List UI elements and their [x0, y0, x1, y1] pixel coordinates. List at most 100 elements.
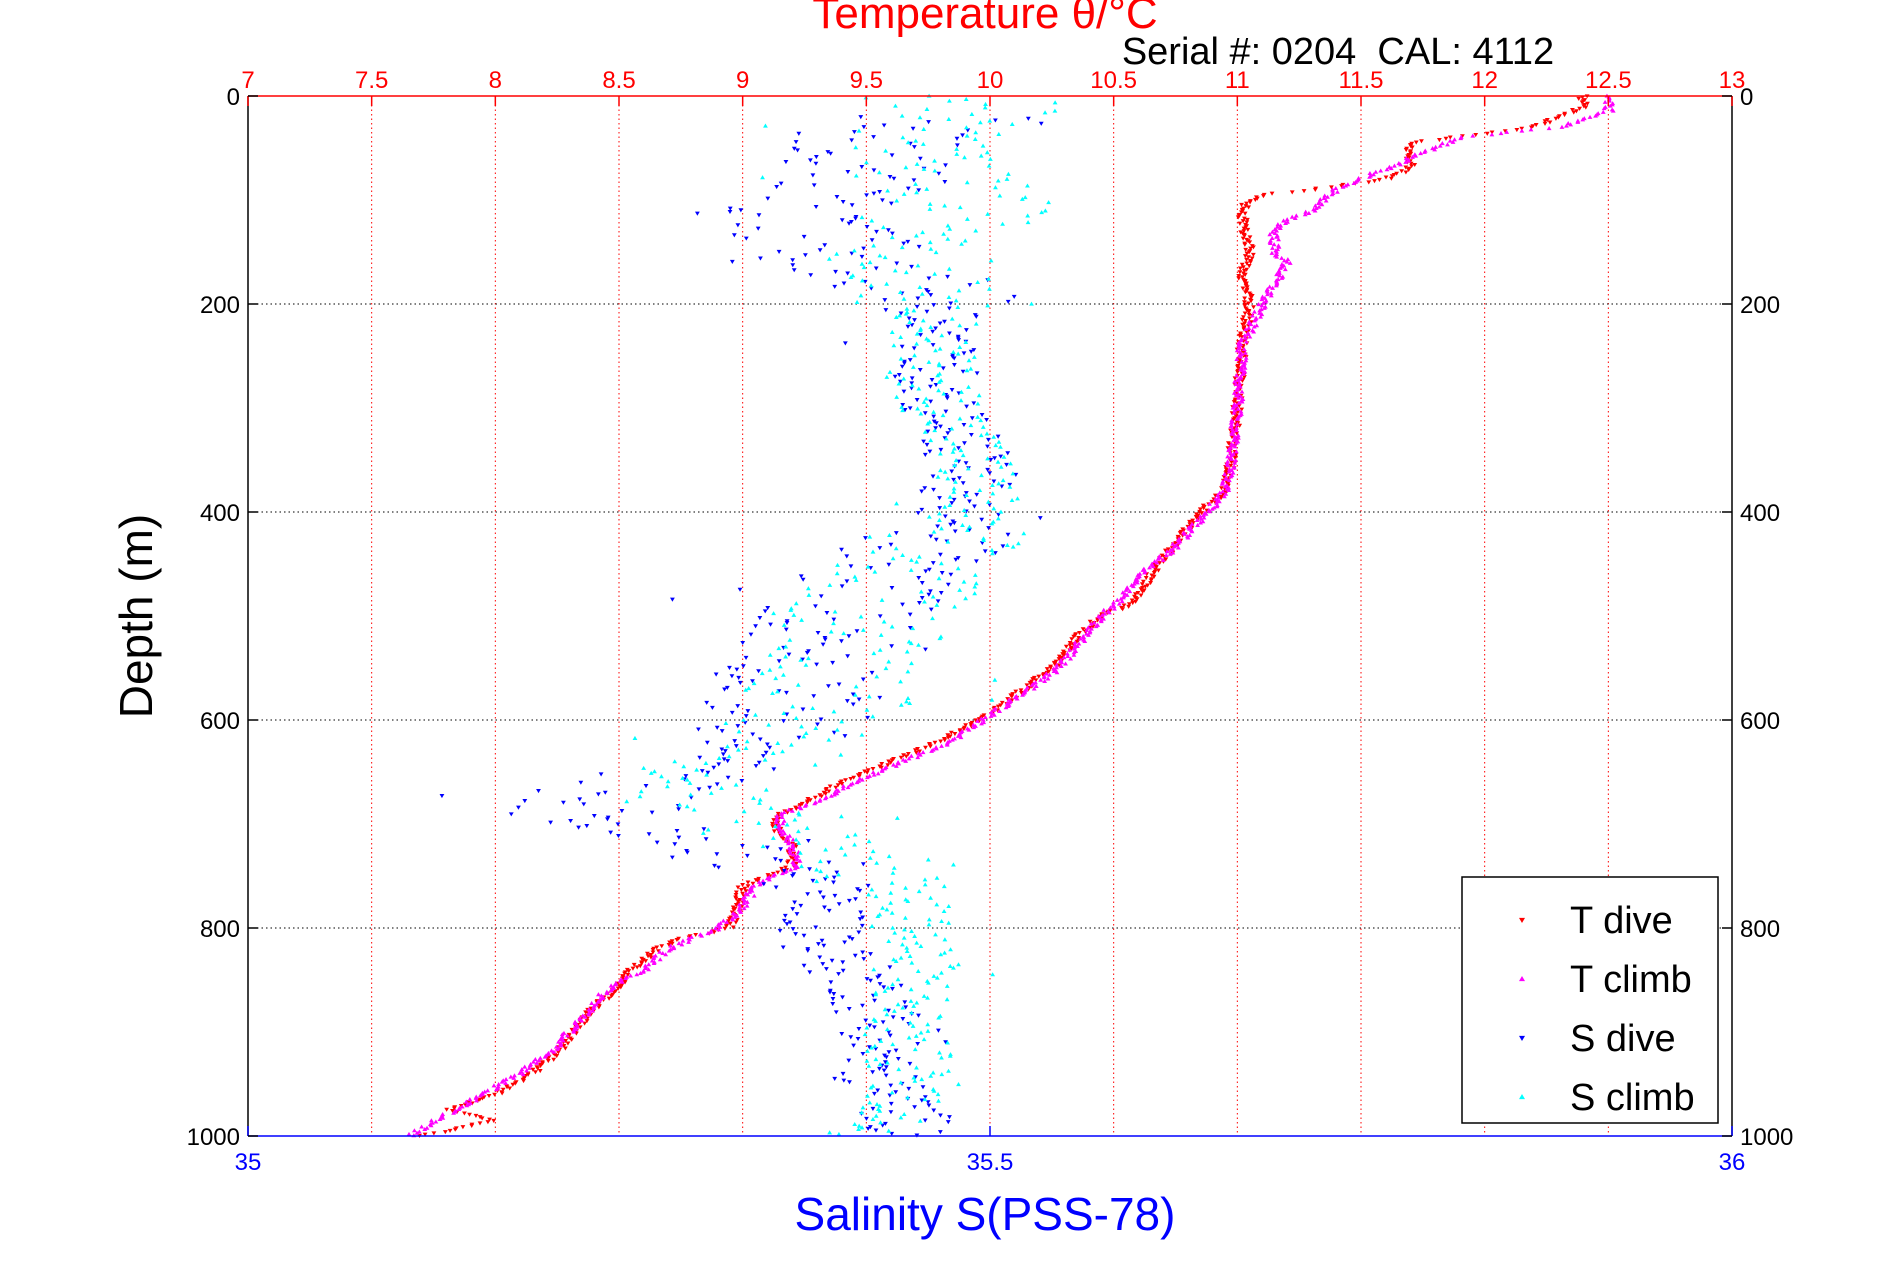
- data-point: [898, 755, 904, 760]
- data-point: [734, 918, 740, 923]
- data-point: [782, 913, 788, 918]
- data-point: [932, 428, 938, 433]
- data-point: [937, 506, 943, 511]
- data-point: [921, 993, 927, 998]
- data-point: [836, 682, 842, 687]
- data-point: [855, 887, 860, 892]
- data-point: [928, 384, 933, 389]
- data-point: [887, 532, 892, 537]
- data-point: [1278, 223, 1284, 228]
- data-point: [968, 423, 974, 428]
- data-point: [790, 873, 795, 878]
- data-point: [898, 334, 904, 339]
- data-point: [822, 637, 828, 642]
- data-point: [928, 607, 934, 612]
- data-point: [640, 957, 646, 963]
- data-point: [964, 180, 970, 185]
- data-point: [1080, 627, 1086, 632]
- data-point: [699, 769, 705, 774]
- data-point: [919, 1077, 925, 1082]
- data-point: [851, 775, 857, 780]
- data-point: [1244, 307, 1249, 312]
- data-point: [930, 329, 936, 334]
- data-point: [1601, 106, 1607, 111]
- data-point: [648, 770, 654, 775]
- data-point: [1222, 494, 1227, 499]
- data-point: [969, 416, 975, 421]
- data-point: [1238, 338, 1244, 343]
- data-point: [674, 937, 680, 943]
- data-point: [1112, 606, 1117, 611]
- data-point: [1243, 204, 1249, 209]
- data-point: [522, 1064, 528, 1069]
- data-point: [916, 576, 922, 581]
- data-point: [936, 1028, 941, 1033]
- data-point: [1088, 621, 1094, 626]
- data-point: [894, 394, 900, 399]
- data-point: [667, 940, 673, 945]
- data-point: [881, 225, 886, 230]
- data-point: [1245, 227, 1251, 232]
- data-point: [828, 151, 834, 156]
- data-point: [979, 721, 984, 726]
- data-point: [1135, 591, 1141, 596]
- data-point: [828, 629, 834, 634]
- temperature-tick-label: 8.5: [602, 67, 635, 94]
- data-point: [676, 835, 682, 840]
- data-point: [924, 309, 930, 314]
- data-point: [1240, 345, 1246, 350]
- data-point: [856, 697, 862, 702]
- data-point: [1132, 592, 1138, 597]
- data-point: [909, 661, 914, 666]
- data-point: [984, 150, 990, 155]
- data-point: [1108, 605, 1113, 610]
- data-point: [872, 998, 877, 1003]
- data-point: [1075, 643, 1080, 649]
- data-point: [915, 755, 921, 760]
- data-point: [791, 852, 796, 857]
- data-point: [697, 755, 703, 760]
- data-point: [444, 1107, 450, 1112]
- data-point: [1126, 602, 1132, 607]
- data-point: [906, 316, 912, 321]
- data-point: [1422, 149, 1427, 154]
- data-point: [900, 552, 906, 557]
- data-point: [794, 857, 800, 862]
- data-point: [901, 376, 907, 381]
- data-point: [1187, 532, 1193, 537]
- data-point: [1143, 576, 1149, 581]
- data-point: [927, 240, 933, 245]
- data-point: [785, 810, 790, 815]
- data-point: [699, 933, 705, 938]
- data-point: [1019, 196, 1025, 201]
- data-point: [968, 366, 974, 371]
- data-point: [869, 887, 875, 892]
- data-point: [1254, 196, 1260, 201]
- data-point: [780, 821, 786, 826]
- data-point: [456, 1106, 462, 1112]
- data-point: [1000, 477, 1006, 483]
- data-point: [918, 589, 924, 594]
- data-point: [1258, 314, 1264, 319]
- data-point: [980, 717, 986, 722]
- data-point: [1022, 195, 1028, 200]
- data-point: [1240, 322, 1246, 327]
- data-point: [918, 411, 924, 416]
- data-point: [1069, 637, 1075, 642]
- data-point: [996, 512, 1001, 517]
- data-point: [531, 1059, 536, 1064]
- data-point: [770, 835, 776, 840]
- data-point: [939, 743, 944, 748]
- legend-marker: [1519, 917, 1525, 923]
- data-point: [973, 581, 979, 586]
- data-point: [623, 975, 628, 981]
- data-point: [1063, 661, 1068, 666]
- data-point: [768, 805, 774, 810]
- data-point: [1259, 303, 1265, 308]
- data-point: [686, 939, 691, 944]
- data-point: [840, 995, 845, 1000]
- data-point: [938, 591, 944, 596]
- data-point: [846, 634, 852, 639]
- data-point: [1176, 540, 1181, 545]
